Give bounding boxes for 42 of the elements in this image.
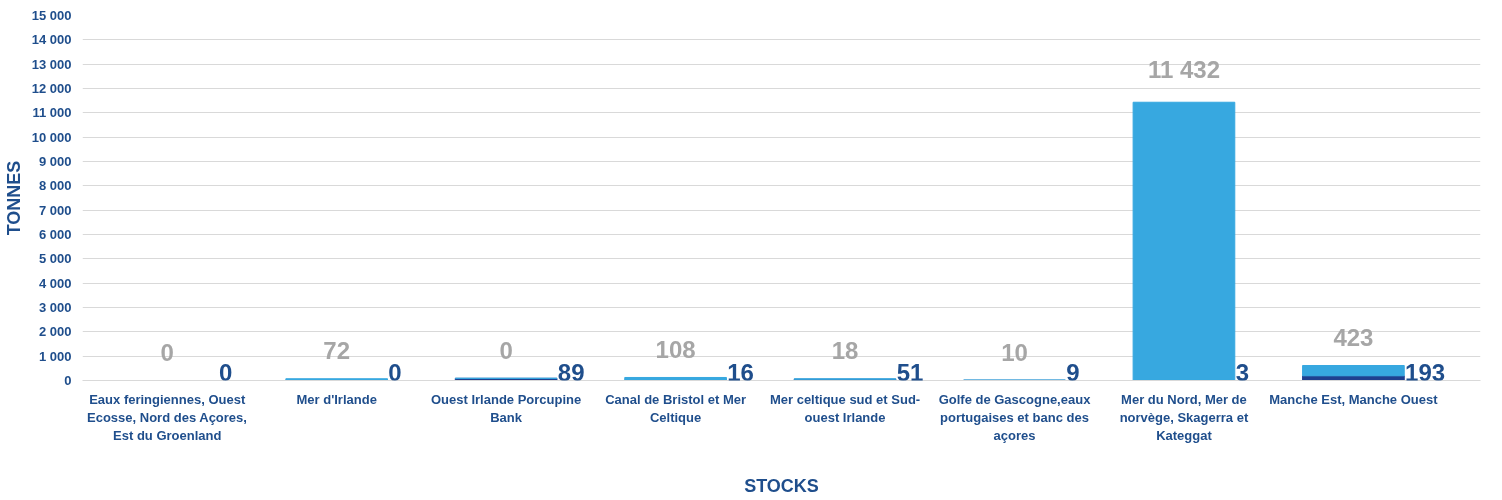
y-tick-label: 13 000: [31, 56, 72, 72]
data-label: 16: [727, 358, 754, 386]
y-tick-label: 12 000: [31, 81, 72, 96]
data-label: 0: [388, 358, 402, 386]
y-tick-label: 7 000: [38, 202, 72, 218]
y-tick-label: 9 000: [38, 154, 72, 169]
y-tick-label: 0: [64, 373, 72, 388]
x-tick-label: Mer celtique sud et Sud-ouest Irlande: [769, 391, 921, 425]
y-tick-label: 1 000: [38, 348, 72, 364]
data-label: 51: [896, 358, 924, 386]
data-label: 0: [160, 339, 174, 367]
data-label: 10: [1001, 338, 1028, 366]
data-label: 193: [1405, 358, 1446, 386]
data-label: 3: [1235, 358, 1249, 386]
data-label: 89: [557, 358, 585, 386]
x-tick-label: Eaux feringiennes, Ouest Ecosse, Nord des Açores, Est du Groenland: [87, 391, 247, 443]
y-tick-label: 11 000: [32, 105, 72, 121]
data-label: 72: [323, 337, 351, 365]
y-tick-label: 14 000: [31, 32, 72, 48]
x-tick-label: Mer d'Irlande: [296, 391, 377, 407]
x-tick-label: Ouest Irlande Porcupine Bank: [431, 391, 582, 425]
data-label: 18: [831, 337, 859, 365]
data-label: 9: [1066, 358, 1080, 386]
data-label: 108: [655, 336, 696, 364]
y-tick-label: 4 000: [38, 275, 72, 291]
data-label: 0: [499, 336, 513, 364]
y-tick-label: 3 000: [38, 300, 72, 315]
y-tick-label: 2 000: [38, 324, 72, 340]
data-label: 11 432: [1147, 55, 1221, 83]
x-tick-label: Manche Est, Manche Ouest: [1269, 391, 1439, 407]
y-tick-label: 10 000: [31, 129, 72, 145]
x-tick-label: Mer du Nord, Mer de norvège, Skagerra et Kateggat: [1119, 391, 1249, 443]
x-tick-label: Canal de Bristol et Mer Celtique: [605, 391, 747, 425]
data-label: 0: [218, 358, 233, 386]
y-tick-label: 5 000: [38, 251, 72, 267]
x-axis-title: STOCKS: [744, 475, 819, 496]
y-tick-label: 6 000: [38, 227, 72, 242]
x-tick-label: Golfe de Gascogne,eaux portugaises et banc des açores: [938, 391, 1092, 443]
y-axis-title: TONNES: [3, 160, 24, 236]
data-label: 423: [1333, 324, 1374, 352]
y-tick-label: 8 000: [38, 178, 72, 194]
y-tick-label: 15 000: [31, 8, 72, 23]
